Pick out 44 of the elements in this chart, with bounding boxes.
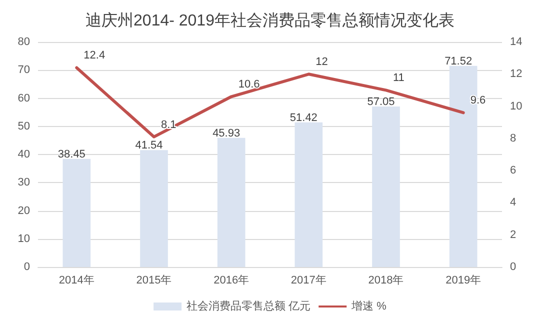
y2-tick-label: 8 — [510, 132, 516, 144]
data-label: 38.45 — [58, 148, 86, 160]
y-tick-label: 40 — [18, 148, 30, 160]
bar — [217, 138, 246, 267]
x-tick-label: 2015年 — [136, 274, 172, 286]
y-tick-label: 80 — [18, 36, 30, 48]
y2-tick-label: 0 — [510, 261, 516, 273]
data-label: 12 — [316, 56, 328, 68]
y-tick-label: 0 — [24, 261, 30, 273]
legend-label: 社会消费品零售总额 亿元 — [186, 300, 311, 312]
bar — [140, 150, 168, 267]
data-label: 12.4 — [84, 50, 106, 62]
data-label: 8.1 — [161, 118, 176, 131]
data-label: 41.54 — [135, 140, 163, 152]
data-label: 10.6 — [238, 78, 260, 91]
line-series — [75, 66, 465, 138]
data-label: 45.93 — [212, 127, 240, 140]
x-tick-label: 2016年 — [214, 274, 250, 286]
y2-tick-label: 4 — [510, 196, 516, 209]
bar — [62, 158, 91, 267]
x-tick-label: 2018年 — [368, 274, 404, 286]
data-label: 51.42 — [290, 112, 318, 124]
y2-tick-label: 12 — [510, 68, 522, 80]
x-tick-label: 2019年 — [446, 274, 482, 286]
y-tick-label: 60 — [18, 92, 30, 104]
data-label: 57.05 — [367, 96, 395, 108]
data-label: 9.6 — [470, 94, 486, 107]
bar — [372, 106, 400, 267]
y-tick-label: 30 — [18, 176, 30, 189]
data-label: 11 — [393, 72, 404, 84]
y2-tick-label: 14 — [510, 36, 522, 48]
y2-tick-label: 6 — [510, 164, 516, 177]
y2-tick-label: 2 — [510, 228, 516, 241]
data-label: 71.52 — [444, 55, 472, 68]
chart-title: 迪庆州2014- 2019年社会消费品零售总额情况变化表 — [86, 12, 454, 30]
x-tick-label: 2017年 — [290, 274, 326, 286]
y-tick-label: 20 — [18, 204, 30, 217]
bar — [294, 122, 323, 267]
y-tick-label: 50 — [18, 120, 30, 132]
y2-tick-label: 10 — [510, 100, 522, 112]
y-tick-label: 70 — [18, 64, 30, 76]
legend-label: 增速 % — [350, 300, 387, 312]
x-tick-label: 2014年 — [58, 274, 94, 286]
y-tick-label: 10 — [18, 232, 30, 245]
